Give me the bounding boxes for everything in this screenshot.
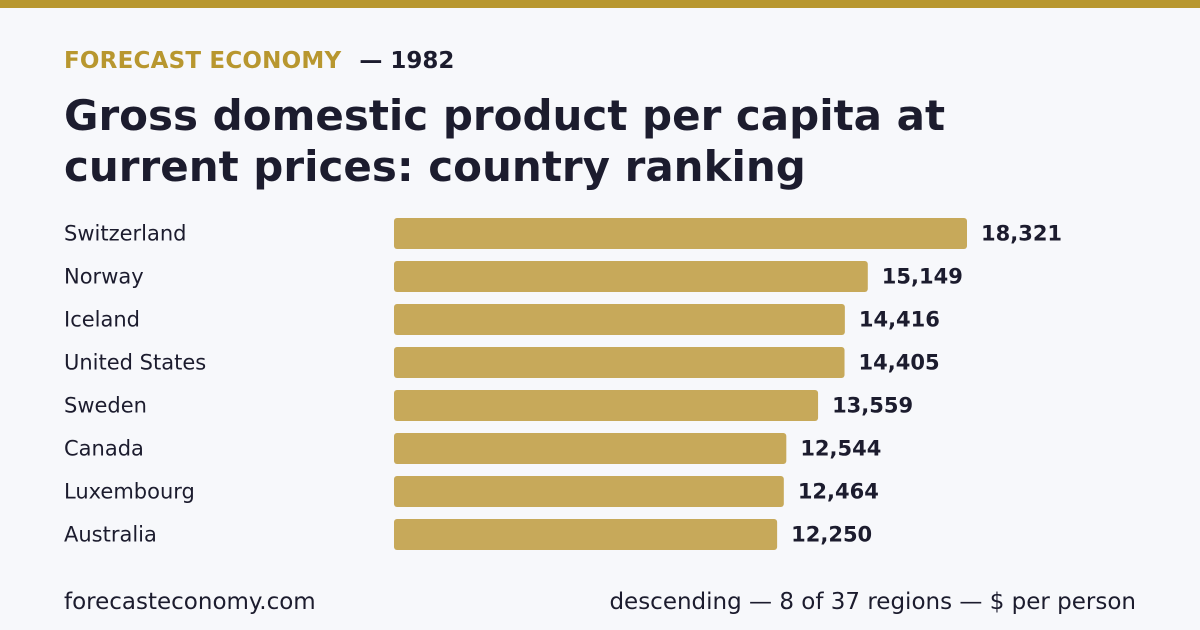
value-label: 12,544 — [800, 437, 881, 461]
category-label: Switzerland — [64, 222, 187, 246]
bar — [394, 347, 845, 378]
top-accent-stripe — [0, 0, 1200, 8]
category-label: Australia — [64, 523, 157, 547]
value-label: 12,464 — [798, 480, 879, 504]
category-label: United States — [64, 351, 206, 375]
bar — [394, 433, 787, 464]
value-label: 18,321 — [981, 222, 1062, 246]
category-label: Luxembourg — [64, 480, 195, 504]
value-label: 14,405 — [859, 351, 940, 375]
bar — [394, 519, 778, 550]
bar — [394, 390, 819, 421]
value-label: 15,149 — [882, 265, 963, 289]
header-line: FORECAST ECONOMY — 1982 — [64, 46, 454, 76]
bar — [394, 218, 967, 249]
value-label: 14,416 — [859, 308, 940, 332]
bar — [394, 476, 784, 507]
footer-note: descending — 8 of 37 regions — $ per per… — [609, 589, 1136, 615]
year-label: — 1982 — [359, 48, 455, 74]
category-label: Norway — [64, 265, 144, 289]
bar — [394, 261, 868, 292]
footer-site: forecasteconomy.com — [64, 589, 316, 615]
category-label: Sweden — [64, 394, 147, 418]
chart-title: Gross domestic product per capita at cur… — [64, 91, 946, 191]
category-label: Iceland — [64, 308, 140, 332]
value-label: 12,250 — [791, 523, 872, 547]
value-label: 13,559 — [832, 394, 913, 418]
bar — [394, 304, 845, 335]
category-label: Canada — [64, 437, 144, 461]
brand-name: FORECAST ECONOMY — [64, 48, 342, 74]
